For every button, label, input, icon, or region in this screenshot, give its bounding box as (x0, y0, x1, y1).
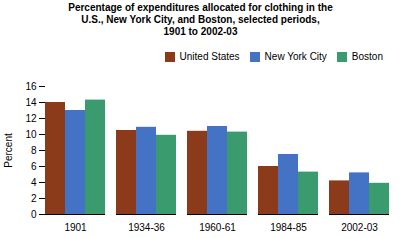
svg-text:0: 0 (31, 209, 37, 220)
html-text:New York City: New York City (264, 51, 327, 62)
svg-text:1934-36: 1934-36 (128, 222, 165, 233)
svg-text:1960-61: 1960-61 (199, 222, 236, 233)
svg-text:Percent: Percent (3, 133, 14, 168)
html-text:Percentage of expenditures all: Percentage of expenditures allocated for… (68, 2, 333, 37)
svg-text:12: 12 (25, 113, 37, 124)
svg-text:2002-03: 2002-03 (341, 222, 378, 233)
html-text:Boston: Boston (351, 51, 383, 62)
svg-text:14: 14 (25, 97, 37, 108)
svg-text:1901: 1901 (64, 222, 87, 233)
svg-text:8: 8 (31, 145, 37, 156)
svg-text:6: 6 (31, 161, 37, 172)
html-text:United States: United States (179, 51, 240, 62)
svg-text:10: 10 (25, 129, 37, 140)
svg-text:2: 2 (31, 193, 37, 204)
svg-text:4: 4 (31, 177, 37, 188)
svg-text:1984-85: 1984-85 (270, 222, 307, 233)
svg-text:16: 16 (25, 81, 37, 92)
